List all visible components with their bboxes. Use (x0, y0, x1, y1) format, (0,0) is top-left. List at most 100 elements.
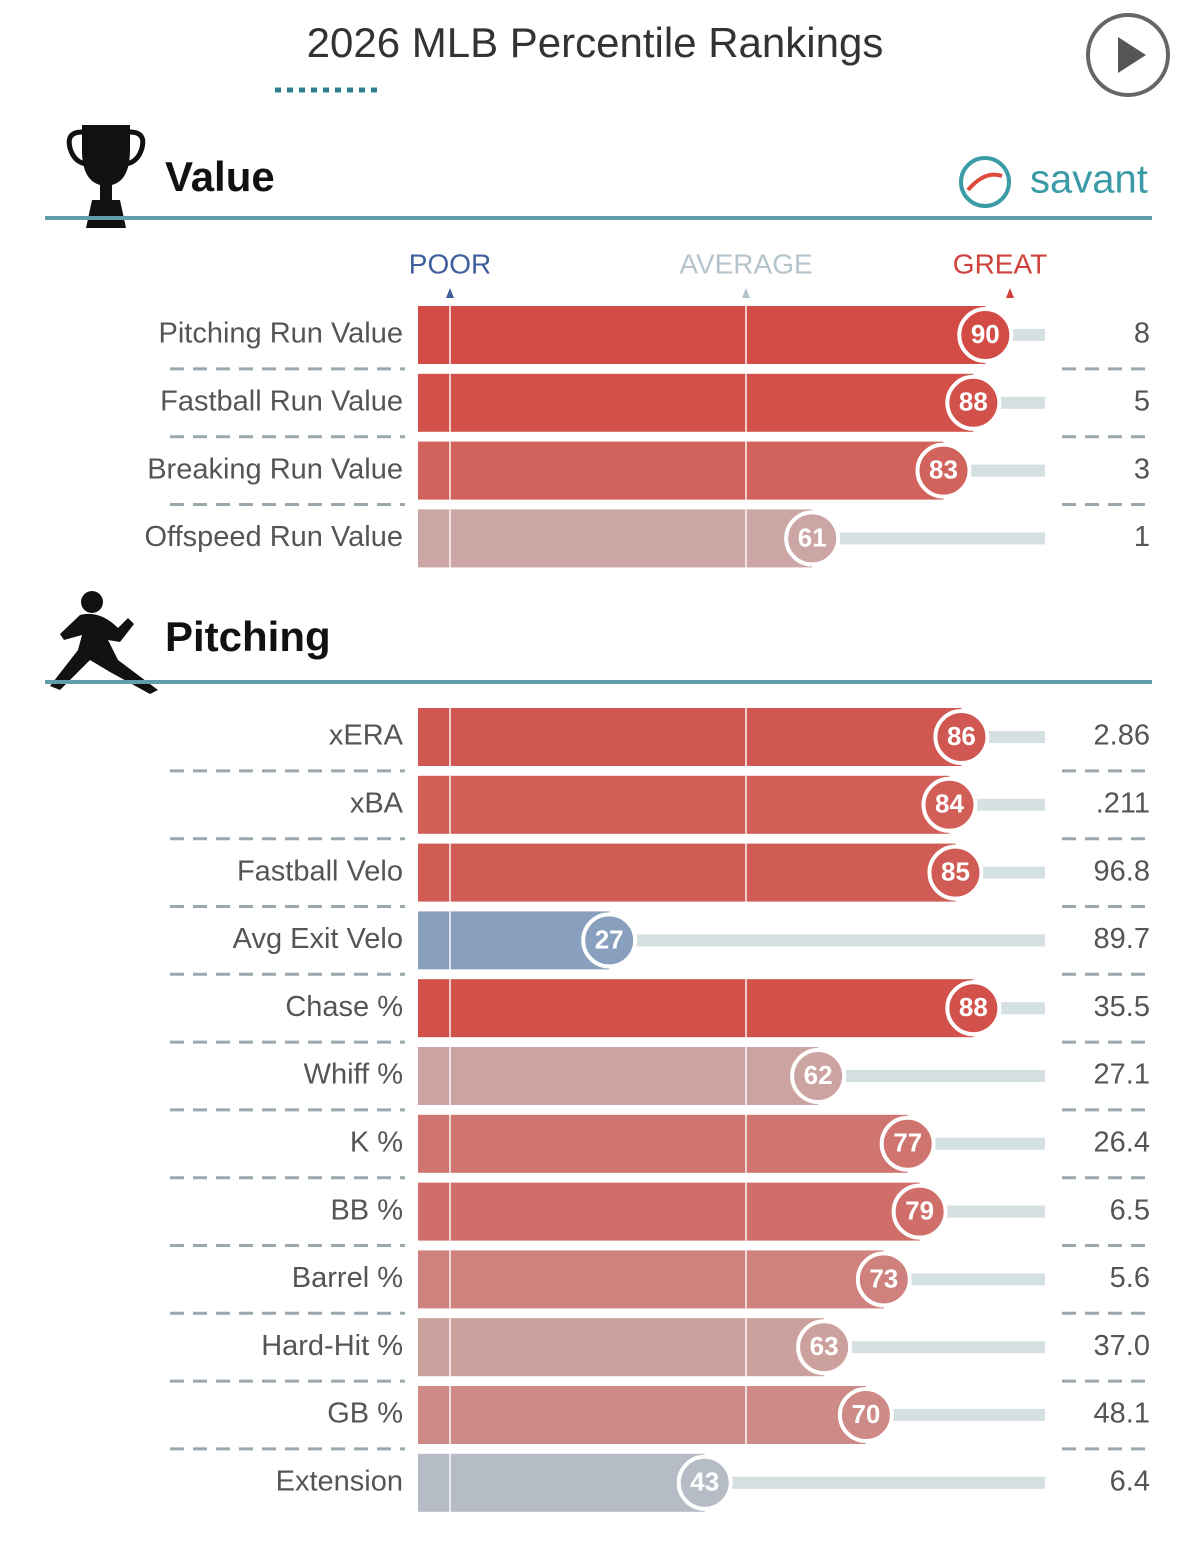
bar (418, 1318, 825, 1377)
percentile-label: 90 (971, 319, 1000, 349)
percentile-label: 85 (941, 856, 970, 886)
percentile-marker (891, 1183, 948, 1240)
bar (418, 1386, 866, 1444)
bar (418, 979, 974, 1038)
bar (418, 843, 956, 902)
percentile-marker (957, 307, 1014, 363)
bar (418, 373, 974, 432)
section-title: Value (165, 153, 275, 200)
trophy-icon (66, 125, 146, 228)
metric-label: Breaking Run Value (147, 453, 403, 485)
percentile-label: 61 (798, 522, 827, 552)
metric-label: Fastball Run Value (160, 385, 403, 417)
percentile-marker (945, 980, 1002, 1037)
bar (418, 911, 610, 970)
bar (418, 1250, 884, 1309)
bar (418, 1114, 908, 1173)
percentile-marker (933, 709, 990, 765)
bar (418, 441, 944, 500)
metric-label: Whiff % (304, 1059, 403, 1091)
percentile-label: 73 (869, 1263, 898, 1293)
stat-value: 48.1 (1094, 1398, 1150, 1430)
track (812, 532, 1045, 545)
bar (418, 1047, 819, 1105)
metric-label: K % (350, 1126, 403, 1158)
metric-label: Avg Exit Velo (233, 923, 403, 955)
stat-value: 27.1 (1094, 1059, 1150, 1091)
track (609, 934, 1045, 947)
scale-great: GREAT (953, 248, 1047, 279)
percentile-label: 77 (893, 1128, 922, 1158)
scale-poor: POOR (409, 248, 491, 279)
percentile-label: 84 (935, 789, 964, 819)
stat-value: 35.5 (1094, 991, 1150, 1023)
percentile-marker (796, 1319, 853, 1376)
percentile-label: 43 (690, 1467, 719, 1497)
stat-value: 8 (1134, 318, 1150, 350)
stat-value: 96.8 (1094, 855, 1150, 887)
stat-value: .211 (1096, 787, 1150, 819)
metric-label: BB % (330, 1194, 403, 1226)
metric-label: Pitching Run Value (158, 318, 403, 350)
stat-value: 5 (1134, 385, 1150, 417)
percentile-marker (784, 510, 841, 567)
metric-label: Chase % (285, 991, 403, 1023)
track (883, 1273, 1045, 1286)
metric-label: Offspeed Run Value (145, 521, 404, 553)
stat-value: 89.7 (1094, 923, 1150, 955)
track (865, 1409, 1045, 1421)
bar (418, 306, 986, 364)
savant-logo: savant (959, 156, 1148, 208)
percentile-marker (790, 1048, 847, 1104)
track (704, 1476, 1045, 1489)
percentile-marker (855, 1251, 912, 1308)
track (824, 1341, 1045, 1354)
scale-marker (446, 288, 454, 298)
stat-value: 26.4 (1094, 1126, 1150, 1158)
scale-marker (742, 288, 750, 298)
percentile-label: 62 (804, 1060, 833, 1090)
stat-value: 6.5 (1110, 1194, 1150, 1226)
metric-label: Fastball Velo (237, 855, 403, 887)
bar (418, 708, 962, 766)
percentile-label: 79 (905, 1195, 934, 1225)
percentile-label: 27 (595, 924, 624, 954)
metric-label: Extension (276, 1465, 403, 1497)
percentile-marker (676, 1454, 733, 1511)
percentile-marker (921, 776, 978, 833)
scale-average: AVERAGE (679, 248, 812, 279)
scale-marker (1006, 288, 1014, 298)
percentile-label: 83 (929, 454, 958, 484)
track (919, 1205, 1045, 1218)
bar (418, 509, 813, 568)
percentile-marker (915, 442, 972, 499)
metric-label: Barrel % (292, 1262, 403, 1294)
percentile-label: 88 (959, 992, 988, 1022)
metric-label: xERA (329, 720, 404, 752)
percentile-marker (879, 1115, 936, 1172)
percentile-label: 86 (947, 721, 976, 751)
track (907, 1137, 1045, 1150)
percentile-label: 63 (810, 1331, 839, 1361)
metric-label: Hard-Hit % (261, 1330, 403, 1362)
stat-value: 5.6 (1110, 1262, 1150, 1294)
stat-value: 1 (1134, 521, 1150, 553)
play-button[interactable] (1086, 13, 1170, 97)
pitcher-icon (50, 591, 158, 694)
metric-label: xBA (350, 787, 404, 819)
metric-label: GB % (327, 1398, 403, 1430)
percentile-label: 70 (851, 1399, 880, 1429)
percentile-marker (927, 844, 984, 901)
stat-value: 37.0 (1094, 1330, 1150, 1362)
percentile-marker (945, 374, 1002, 431)
bar (418, 1453, 705, 1512)
stat-value: 6.4 (1110, 1465, 1150, 1497)
percentile-marker (581, 912, 638, 969)
brand: savant (1030, 158, 1148, 202)
section-title: Pitching (165, 613, 331, 660)
page-title: 2026 MLB Percentile Rankings (307, 19, 884, 66)
percentile-label: 88 (959, 387, 988, 417)
percentile-marker (837, 1387, 894, 1443)
